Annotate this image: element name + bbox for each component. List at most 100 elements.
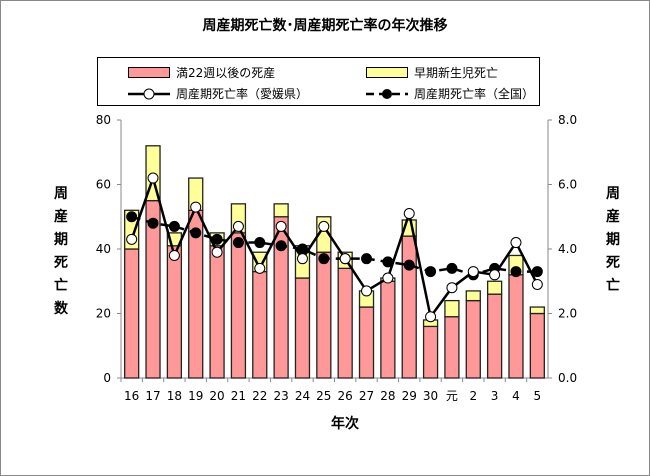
x-tick-label: 元 xyxy=(446,389,458,403)
x-tick-label: 18 xyxy=(167,389,182,403)
point-ehime-rate xyxy=(489,269,501,281)
point-national-rate xyxy=(275,240,287,252)
y-tick-label-right: 4.0 xyxy=(558,242,577,256)
legend-label: 周産期死亡率（全国） xyxy=(414,87,535,101)
point-national-rate xyxy=(531,266,543,278)
point-national-rate xyxy=(147,217,159,229)
x-tick-label: 22 xyxy=(252,389,267,403)
point-national-rate xyxy=(446,262,458,274)
x-tick-label: 27 xyxy=(359,389,374,403)
y-tick-label-left: 60 xyxy=(96,178,111,192)
point-national-rate xyxy=(190,227,202,239)
bar-stillbirth xyxy=(465,299,481,379)
y-tick-label-left: 20 xyxy=(96,307,111,321)
point-ehime-rate xyxy=(446,282,458,294)
bar-stillbirth xyxy=(124,248,140,379)
x-tick-label: 5 xyxy=(534,389,542,403)
legend-line-black-circle-icon xyxy=(366,88,408,99)
y-tick-label-left: 0 xyxy=(103,371,111,385)
y-tick-label-left: 40 xyxy=(96,242,111,256)
point-national-rate xyxy=(425,266,437,278)
bar-stillbirth xyxy=(529,312,545,379)
x-tick-label: 3 xyxy=(491,389,499,403)
x-tick-label: 4 xyxy=(512,389,520,403)
bar-stillbirth xyxy=(401,235,417,379)
x-tick-label: 24 xyxy=(295,389,310,403)
point-ehime-rate xyxy=(425,311,437,323)
bar-neonatal xyxy=(444,299,460,318)
bar-stillbirth xyxy=(294,277,311,379)
bar-stillbirth xyxy=(252,270,268,379)
legend-swatch-pink xyxy=(128,67,170,78)
bar-stillbirth xyxy=(508,274,524,379)
legend-label: 早期新生児死亡 xyxy=(414,66,499,80)
legend-label: 周産期死亡率（愛媛県） xyxy=(176,87,309,101)
point-ehime-rate xyxy=(382,272,394,284)
point-ehime-rate xyxy=(339,253,351,265)
legend-line-white-circle-icon xyxy=(128,88,170,99)
point-national-rate xyxy=(510,266,522,278)
x-tick-label: 20 xyxy=(209,389,224,403)
bar-stillbirth xyxy=(422,325,439,379)
x-tick-label: 30 xyxy=(423,389,438,403)
point-ehime-rate xyxy=(232,220,244,232)
bar-stillbirth xyxy=(230,232,247,379)
x-tick-label: 17 xyxy=(145,389,160,403)
point-ehime-rate xyxy=(168,249,180,261)
point-ehime-rate xyxy=(531,278,543,290)
point-ehime-rate xyxy=(361,285,373,297)
point-national-rate xyxy=(361,253,373,265)
y-tick-label-right: 6.0 xyxy=(558,178,577,192)
bar-stillbirth xyxy=(209,245,225,379)
legend-label: 満22週以後の死産 xyxy=(176,66,276,80)
point-national-rate xyxy=(318,253,330,265)
point-national-rate xyxy=(403,259,415,271)
point-ehime-rate xyxy=(467,266,479,278)
x-axis-label: 年次 xyxy=(331,416,359,432)
legend-item-ehime-rate: 周産期死亡率（愛媛県） xyxy=(128,85,308,102)
y-axis-left-label: 周産期死亡数 xyxy=(54,186,68,317)
x-tick-label: 29 xyxy=(402,389,417,403)
point-ehime-rate xyxy=(190,201,202,213)
x-tick-label: 21 xyxy=(231,389,246,403)
point-ehime-rate xyxy=(147,172,159,184)
y-tick-label-right: 0.0 xyxy=(558,371,577,385)
legend-item-national-rate: 周産期死亡率（全国） xyxy=(366,85,534,102)
bar-stillbirth xyxy=(166,245,183,379)
point-ehime-rate xyxy=(510,237,522,249)
point-national-rate xyxy=(126,211,138,223)
point-national-rate xyxy=(232,237,244,249)
bar-stillbirth xyxy=(486,293,503,379)
point-ehime-rate xyxy=(211,246,223,258)
bar-stillbirth xyxy=(380,280,396,379)
point-ehime-rate xyxy=(254,262,266,274)
point-national-rate xyxy=(254,237,266,249)
point-ehime-rate xyxy=(275,220,287,232)
x-tick-label: 25 xyxy=(316,389,331,403)
bar-neonatal xyxy=(529,306,545,315)
point-ehime-rate xyxy=(296,253,308,265)
point-ehime-rate xyxy=(403,208,415,220)
bar-stillbirth xyxy=(337,267,353,379)
bar-neonatal xyxy=(486,280,503,295)
y-tick-label-right: 2.0 xyxy=(558,307,577,321)
x-tick-label: 2 xyxy=(469,389,477,403)
x-tick-label: 28 xyxy=(380,389,395,403)
bar-stillbirth xyxy=(358,306,375,379)
x-tick-label: 23 xyxy=(273,389,288,403)
bar-neonatal xyxy=(465,290,481,302)
y-axis-right-label: 周産期死亡 xyxy=(606,186,620,294)
x-tick-label: 19 xyxy=(188,389,203,403)
legend-swatch-yellow xyxy=(366,67,408,78)
bar-stillbirth xyxy=(444,316,460,379)
y-tick-label-right: 8.0 xyxy=(558,113,577,127)
bar-stillbirth xyxy=(316,251,332,379)
chart-title: 周産期死亡数･周産期死亡率の年次推移 xyxy=(202,18,448,34)
point-ehime-rate xyxy=(126,233,138,245)
y-tick-label-left: 80 xyxy=(96,113,111,127)
bar-neonatal xyxy=(273,203,289,218)
legend-item-neonatal: 早期新生児死亡 xyxy=(366,64,498,81)
legend-item-stillbirth: 満22週以後の死産 xyxy=(128,64,275,81)
